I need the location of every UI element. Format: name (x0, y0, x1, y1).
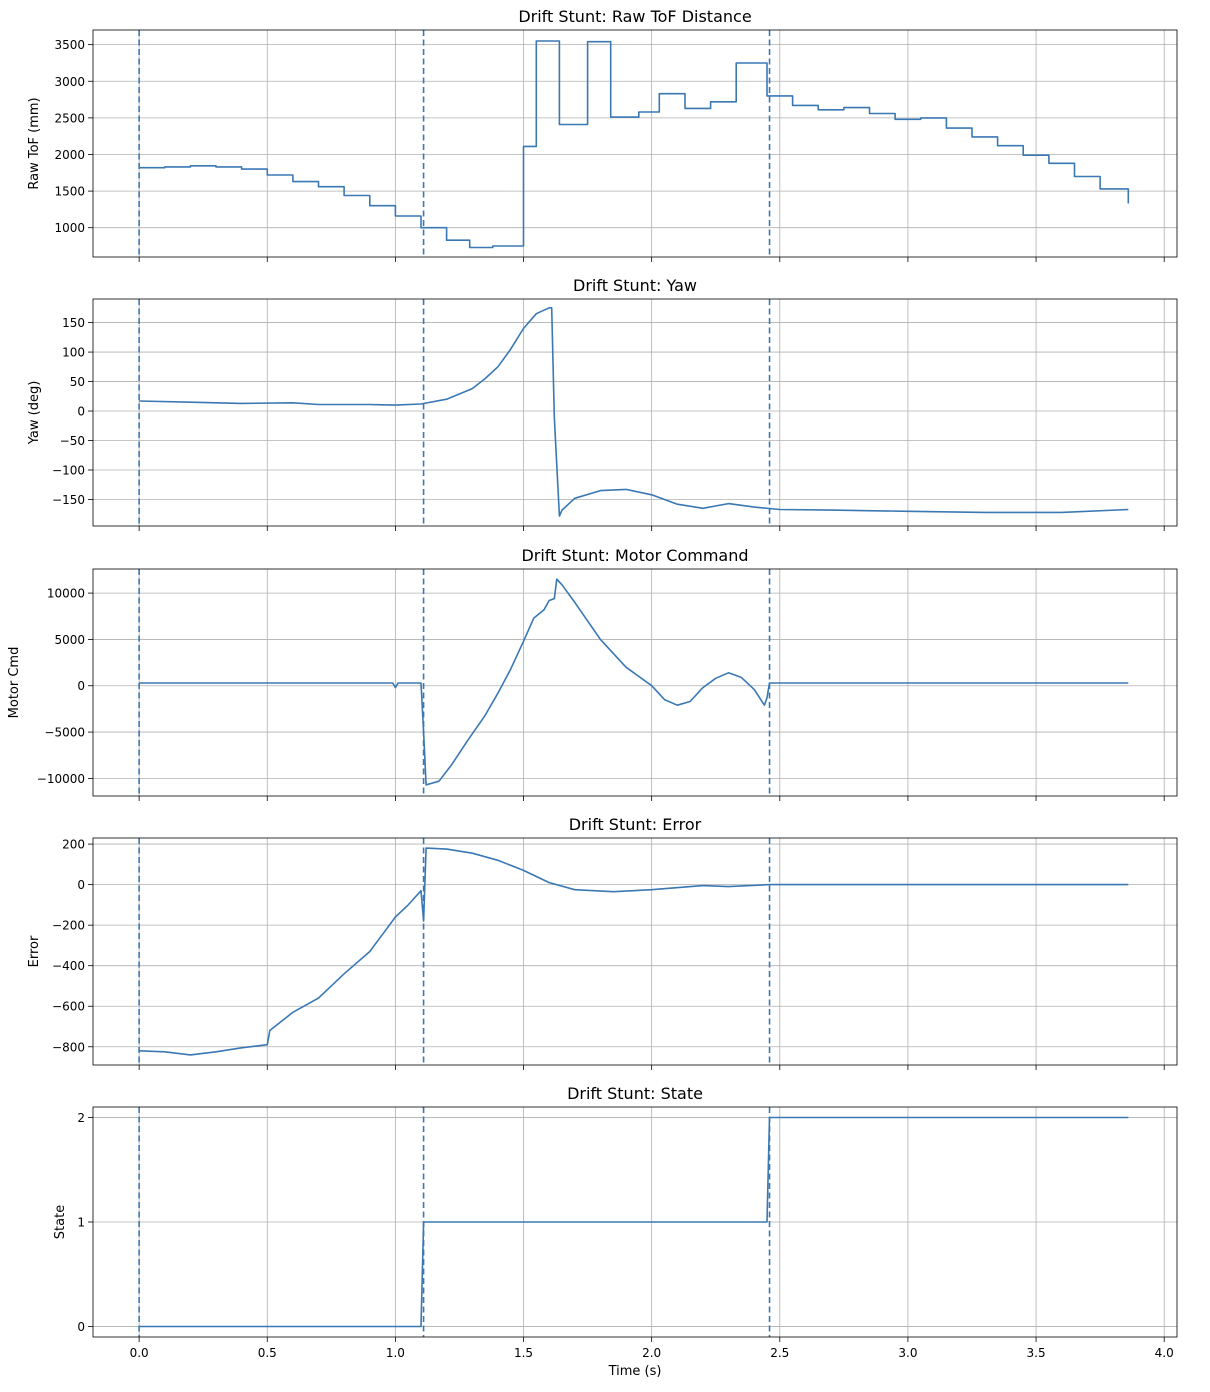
y-tick-label: 150 (62, 316, 85, 330)
chart-title: Drift Stunt: Error (569, 815, 702, 834)
y-tick-label: −200 (52, 919, 85, 933)
y-tick-label: 1000 (54, 221, 85, 235)
x-tick-label: 1.0 (386, 1346, 405, 1360)
y-axis-label: Yaw (deg) (27, 381, 42, 446)
axes-frame (92, 1106, 1178, 1338)
x-axis-label: Time (s) (608, 1364, 662, 1379)
y-tick-label: 1 (77, 1216, 85, 1230)
y-tick-label: 0 (77, 679, 85, 693)
y-tick-label: −600 (52, 1000, 85, 1014)
series-line (139, 40, 1130, 249)
y-tick-label: 0 (77, 878, 85, 892)
x-tick-label: 2.0 (642, 1346, 661, 1360)
y-tick-label: −10000 (37, 772, 85, 786)
chart-panel-3: −10000 −5000 0 5000 10000 Drift Stunt: Motor … (7, 546, 1178, 801)
series-line (139, 847, 1129, 1056)
y-tick-label: −400 (52, 959, 85, 973)
chart-title: Drift Stunt: Motor Command (521, 546, 748, 565)
y-tick-label: −50 (60, 434, 85, 448)
axes-frame (92, 298, 1178, 527)
y-tick-label: 2000 (54, 148, 85, 162)
y-tick-label: −100 (52, 463, 85, 477)
chart-title: Drift Stunt: Raw ToF Distance (518, 7, 751, 26)
chart-panel-4: −800 −600 −400 −200 0 200 Drift Stunt: Error Er… (27, 815, 1178, 1070)
y-tick-label: 2500 (54, 111, 85, 125)
y-tick-label: 5000 (54, 633, 85, 647)
y-tick-label: 0 (77, 1320, 85, 1334)
x-tick-label: 1.5 (514, 1346, 533, 1360)
y-tick-label: 1500 (54, 185, 85, 199)
y-tick-label: 100 (62, 346, 85, 360)
y-tick-label: −150 (52, 493, 85, 507)
y-tick-label: 3500 (54, 38, 85, 52)
y-tick-label: 3000 (54, 75, 85, 89)
chart-panel-2: −150 −100 −50 0 50 100 150 Drift Stunt: Yaw Yaw … (27, 276, 1178, 531)
axes-frame (92, 837, 1178, 1066)
y-tick-label: −5000 (44, 726, 85, 740)
chart-title: Drift Stunt: Yaw (573, 276, 697, 295)
y-tick-label: −800 (52, 1040, 85, 1054)
x-tick-label: 0.0 (130, 1346, 149, 1360)
y-axis-label: Motor Cmd (7, 647, 22, 719)
x-tick-label: 3.0 (898, 1346, 917, 1360)
chart-title: Drift Stunt: State (567, 1084, 703, 1103)
series-line (139, 1116, 1129, 1328)
y-axis-label: Error (27, 935, 42, 967)
y-axis-label: Raw ToF (mm) (27, 97, 42, 189)
series-line (139, 578, 1129, 786)
series-line (139, 307, 1129, 517)
y-tick-label: 0 (77, 405, 85, 419)
y-tick-label: 50 (70, 375, 85, 389)
x-tick-label: 4.0 (1155, 1346, 1174, 1360)
x-tick-label: 2.5 (770, 1346, 789, 1360)
y-axis-label: State (53, 1205, 68, 1239)
axes-frame (92, 568, 1178, 797)
chart-panel-5: 0.0 0.5 1.0 1.5 2.0 2.5 3.0 3.5 4.0 0 1 2 Drift Stun… (53, 1084, 1178, 1379)
chart-panel-1: 1000 1500 2000 2500 3000 3500 Drift Stunt: Raw… (27, 7, 1178, 262)
y-tick-label: 2 (77, 1111, 85, 1125)
y-tick-label: 10000 (47, 587, 85, 601)
x-tick-label: 0.5 (258, 1346, 277, 1360)
x-tick-label: 3.5 (1027, 1346, 1046, 1360)
y-tick-label: 200 (62, 838, 85, 852)
axes-frame (92, 29, 1178, 258)
